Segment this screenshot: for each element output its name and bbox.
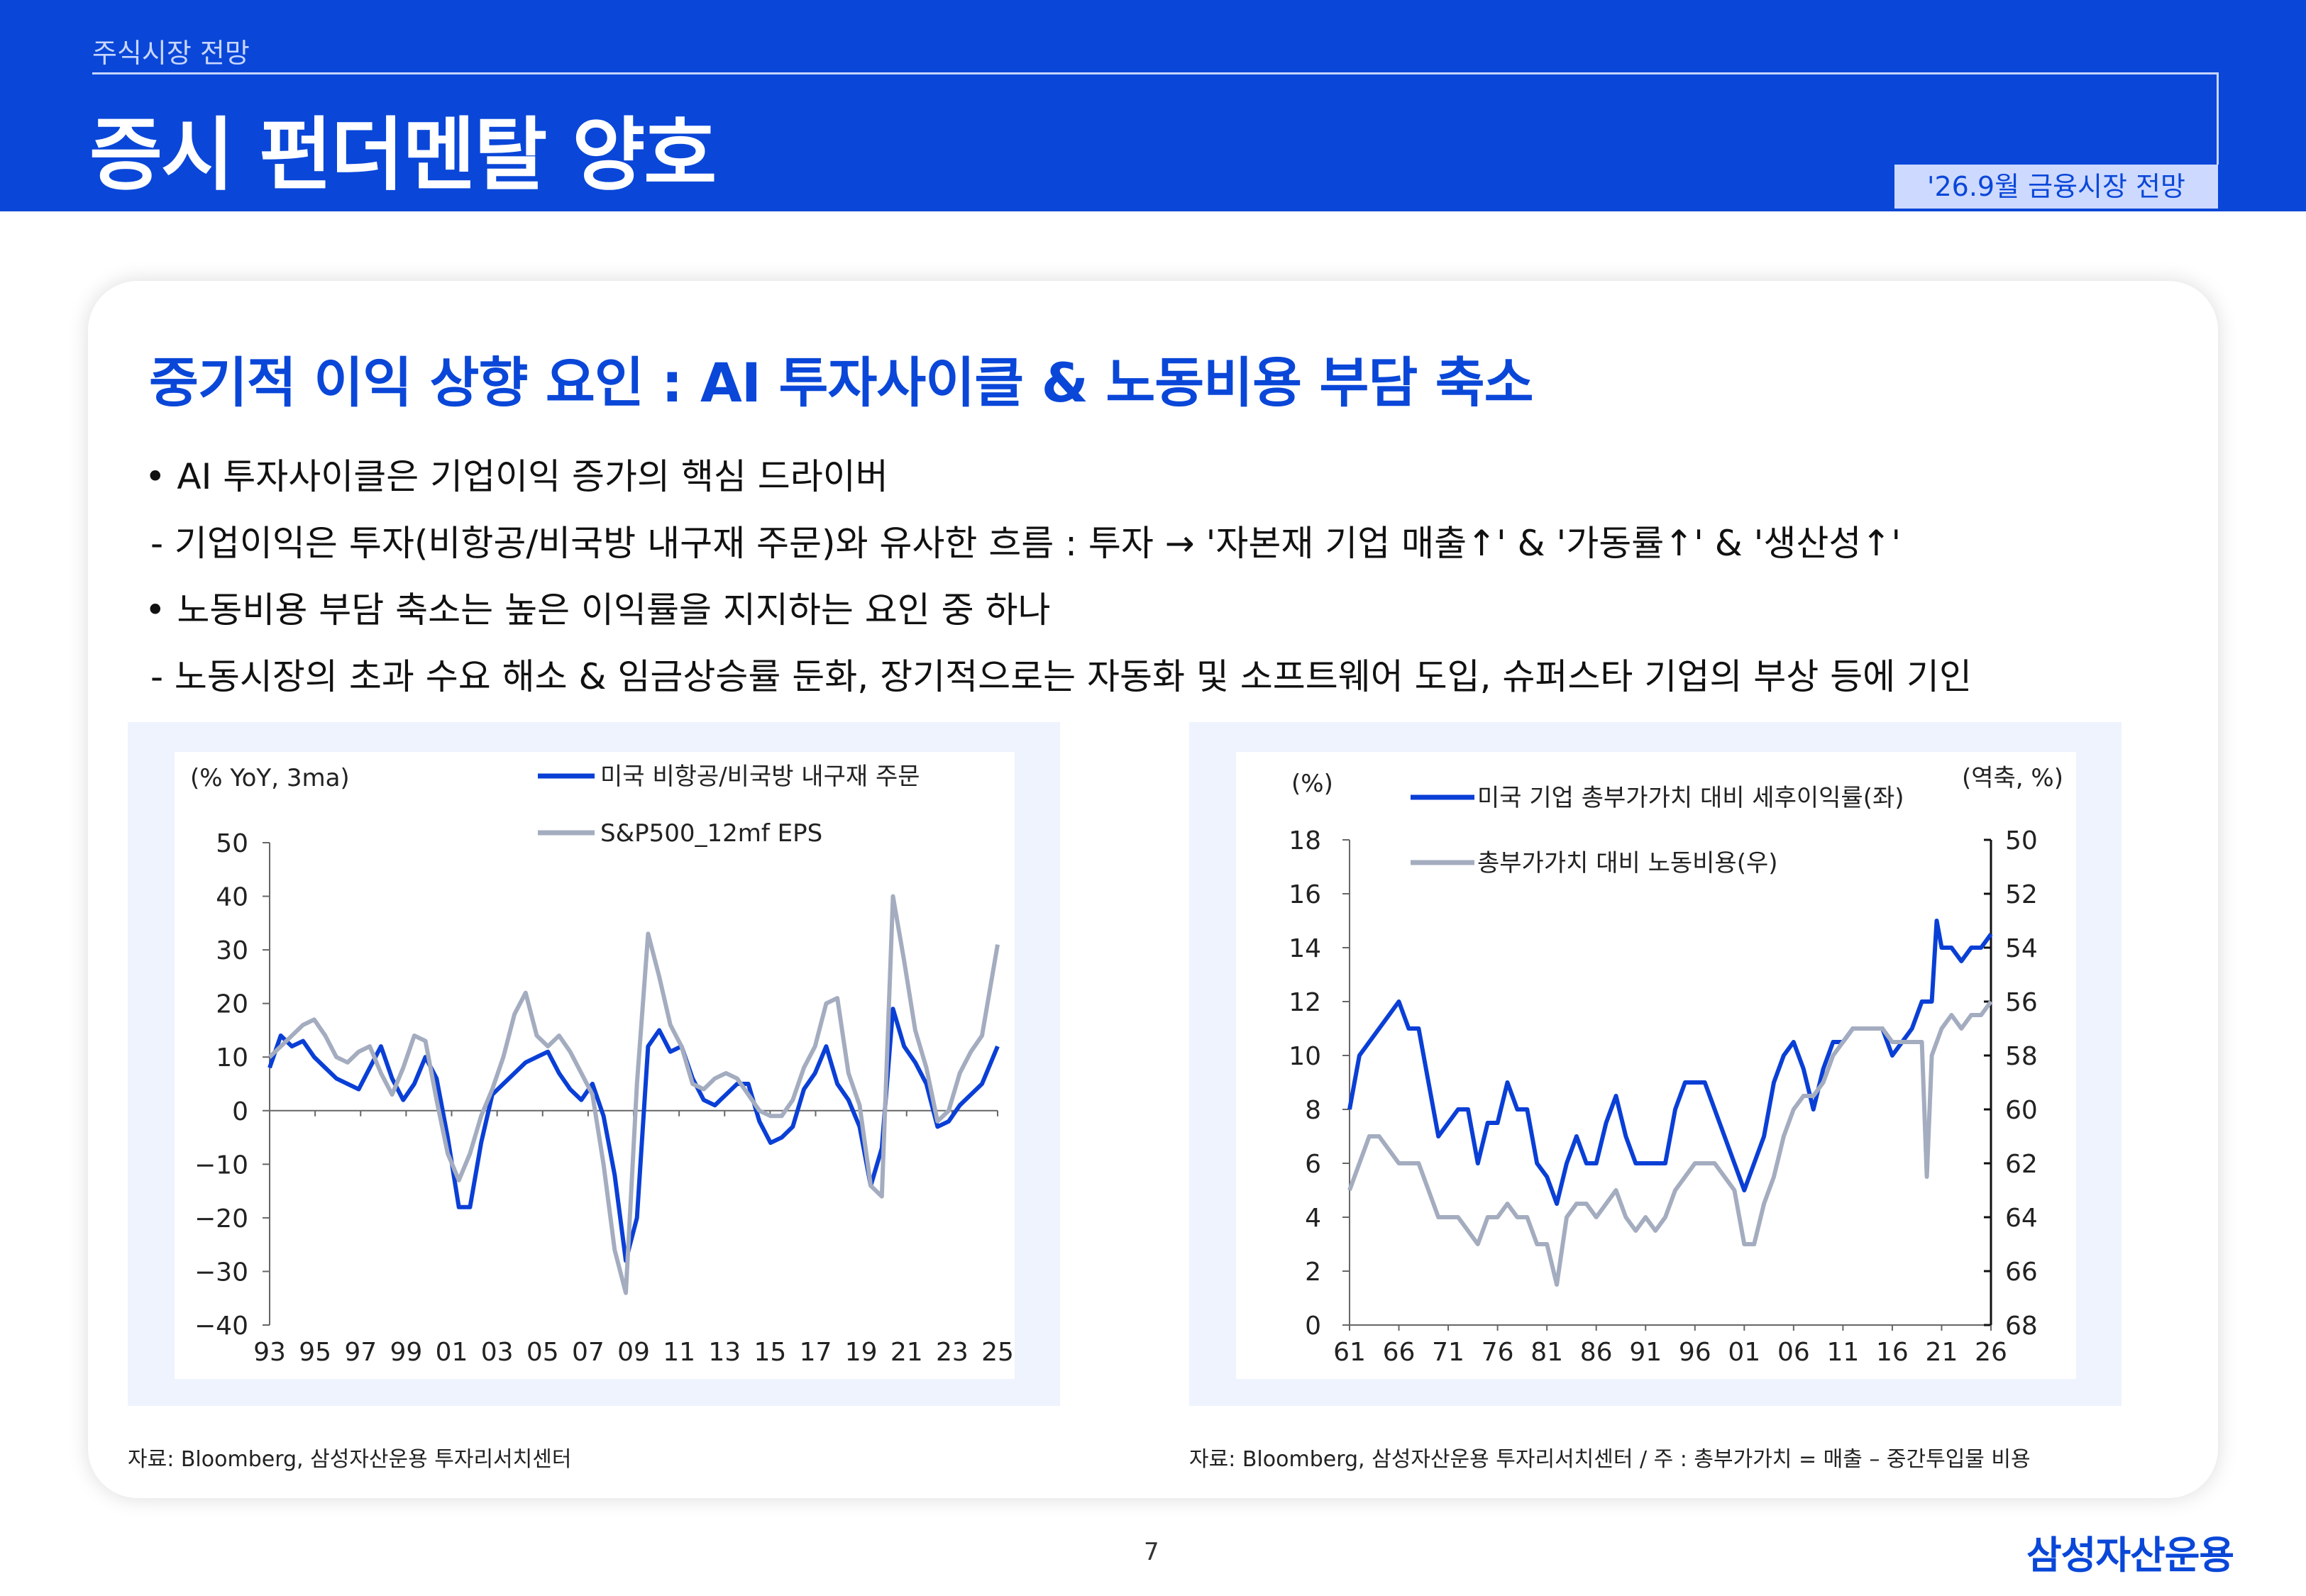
y-left-tick-label: 12 xyxy=(1289,988,1321,1017)
y-right-tick-label: 58 xyxy=(2005,1042,2038,1071)
series-line-2 xyxy=(267,894,1000,1295)
page-number: 7 xyxy=(1144,1538,1159,1566)
section-label: 주식시장 전망 xyxy=(92,38,250,69)
y-left-tick-label: 6 xyxy=(1305,1150,1321,1179)
x-tick-label: 71 xyxy=(1432,1338,1464,1367)
y-tick-label: 30 xyxy=(216,936,248,965)
x-tick-label: 05 xyxy=(526,1338,559,1367)
company-logo: 삼성자산운용 xyxy=(2026,1533,2234,1578)
x-tick-label: 16 xyxy=(1876,1338,1909,1367)
header-divider-end xyxy=(2217,72,2219,165)
y-right-tick-label: 50 xyxy=(2005,826,2038,855)
y-right-tick-label: 60 xyxy=(2005,1096,2038,1125)
y-tick-label: −20 xyxy=(194,1204,248,1234)
legend-label-1: 미국 기업 총부가가치 대비 세후이익률(좌) xyxy=(1477,784,1904,812)
legend-label-2: S&P500_12mf EPS xyxy=(600,819,822,848)
y-left-tick-label: 18 xyxy=(1289,826,1321,855)
x-tick-label: 03 xyxy=(481,1338,514,1367)
x-tick-label: 93 xyxy=(253,1338,286,1367)
x-tick-label: 07 xyxy=(572,1338,605,1367)
series-line-1 xyxy=(1347,919,1993,1206)
y-left-tick-label: 14 xyxy=(1289,934,1321,963)
y-right-tick-label: 66 xyxy=(2005,1258,2038,1287)
x-tick-label: 15 xyxy=(754,1338,786,1367)
date-badge: '26.9월 금융시장 전망 xyxy=(1894,165,2218,209)
bullet-2-detail: - 노동시장의 초과 수요 해소 & 임금상승률 둔화, 장기적으로는 자동화 … xyxy=(150,656,1973,697)
y-tick-label: 20 xyxy=(216,990,248,1019)
x-tick-label: 61 xyxy=(1333,1338,1366,1367)
x-tick-label: 81 xyxy=(1530,1338,1563,1367)
x-tick-label: 06 xyxy=(1777,1338,1810,1367)
x-tick-label: 26 xyxy=(1975,1338,2007,1367)
x-tick-label: 01 xyxy=(1728,1338,1760,1367)
y-left-unit-label: (%) xyxy=(1291,770,1333,798)
header-bar: 주식시장 전망 증시 펀더멘탈 양호 '26.9월 금융시장 전망 xyxy=(0,0,2306,211)
y-tick-label: −40 xyxy=(194,1312,248,1341)
y-right-tick-label: 68 xyxy=(2005,1312,2038,1341)
y-right-tick-label: 64 xyxy=(2005,1204,2038,1233)
x-tick-label: 19 xyxy=(845,1338,878,1367)
bullet-1: • AI 투자사이클은 기업이익 증가의 핵심 드라이버 xyxy=(145,456,888,497)
x-tick-label: 96 xyxy=(1679,1338,1711,1367)
card-subtitle: 중기적 이익 상향 요인 : AI 투자사이클 & 노동비용 부담 축소 xyxy=(149,351,1534,414)
x-tick-label: 13 xyxy=(708,1338,741,1367)
legend-label-1: 미국 비항공/비국방 내구재 주문 xyxy=(600,763,920,791)
series-line-1 xyxy=(267,1007,1000,1263)
y-tick-label: 40 xyxy=(216,883,248,912)
bullet-2: • 노동비용 부담 축소는 높은 이익률을 지지하는 요인 중 하나 xyxy=(145,589,1051,631)
x-tick-label: 66 xyxy=(1383,1338,1416,1367)
y-tick-label: 50 xyxy=(216,829,248,858)
source-note-right: 자료: Bloomberg, 삼성자산운용 투자리서치센터 / 주 : 총부가가… xyxy=(1189,1447,2031,1472)
x-tick-label: 91 xyxy=(1629,1338,1662,1367)
y-left-tick-label: 0 xyxy=(1305,1312,1321,1341)
x-tick-label: 25 xyxy=(981,1338,1014,1367)
y-tick-label: 0 xyxy=(232,1097,248,1126)
y-right-tick-label: 56 xyxy=(2005,988,2038,1017)
series-line-2 xyxy=(1347,1000,1993,1287)
x-tick-label: 76 xyxy=(1482,1338,1514,1367)
y-left-tick-label: 10 xyxy=(1289,1042,1321,1071)
source-note-left: 자료: Bloomberg, 삼성자산운용 투자리서치센터 xyxy=(128,1447,572,1472)
y-left-tick-label: 4 xyxy=(1305,1204,1321,1233)
y-tick-label: 10 xyxy=(216,1043,248,1073)
x-tick-label: 99 xyxy=(390,1338,422,1367)
bullet-1-detail: - 기업이익은 투자(비항공/비국방 내구재 주문)와 유사한 흐름 : 투자 … xyxy=(150,523,1902,564)
chart-plot-left: 50 40 30 20 10 0 −10 −20 −30 −40 93 95 97 99 01 03 05 07 0… xyxy=(175,752,1015,1379)
y-tick-label: −30 xyxy=(194,1258,248,1287)
legend-label-2: 총부가가치 대비 노동비용(우) xyxy=(1477,849,1778,877)
y-tick-label: −10 xyxy=(194,1151,248,1180)
x-tick-label: 01 xyxy=(436,1338,468,1367)
x-tick-label: 21 xyxy=(1926,1338,1958,1367)
page-title: 증시 펀더멘탈 양호 xyxy=(89,109,717,201)
x-tick-label: 95 xyxy=(299,1338,331,1367)
x-tick-label: 97 xyxy=(344,1338,377,1367)
chart-plot-right: 18 16 14 12 10 8 6 4 2 0 50 52 54 56 58 60 62 64 66 68 61 66 7… xyxy=(1236,752,2076,1379)
y-right-tick-label: 62 xyxy=(2005,1150,2038,1179)
y-right-unit-label: (역축, %) xyxy=(1962,764,2063,792)
y-unit-label: (% YoY, 3ma) xyxy=(190,764,350,792)
x-tick-label: 11 xyxy=(663,1338,695,1367)
x-tick-label: 11 xyxy=(1826,1338,1859,1367)
y-right-tick-label: 54 xyxy=(2005,934,2038,963)
y-left-tick-label: 16 xyxy=(1289,880,1321,909)
y-left-tick-label: 2 xyxy=(1305,1258,1321,1287)
x-tick-label: 17 xyxy=(800,1338,832,1367)
x-tick-label: 21 xyxy=(890,1338,923,1367)
x-tick-label: 23 xyxy=(936,1338,969,1367)
header-divider xyxy=(92,72,2218,74)
x-tick-label: 86 xyxy=(1580,1338,1613,1367)
x-tick-label: 09 xyxy=(617,1338,650,1367)
y-right-tick-label: 52 xyxy=(2005,880,2038,909)
y-left-tick-label: 8 xyxy=(1305,1096,1321,1125)
